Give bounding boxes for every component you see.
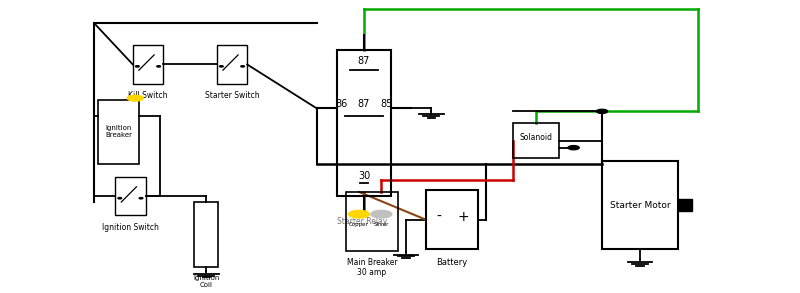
Text: Ignition
Coil: Ignition Coil [194, 275, 219, 288]
Bar [337, 50, 391, 196]
Text: Copper: Copper [349, 222, 369, 226]
Circle shape [219, 66, 223, 67]
Text: 86: 86 [335, 99, 347, 109]
Circle shape [568, 146, 579, 150]
Text: Silver: Silver [374, 222, 389, 226]
Text: Starter Switch: Starter Switch [205, 91, 259, 100]
Text: -: - [437, 210, 442, 224]
Bar [133, 45, 163, 84]
Circle shape [596, 109, 608, 113]
Text: 85: 85 [381, 99, 393, 109]
Text: 87: 87 [358, 56, 370, 66]
Circle shape [118, 197, 122, 199]
Circle shape [349, 210, 370, 218]
Bar [426, 190, 478, 249]
Text: Kill Switch: Kill Switch [128, 91, 168, 100]
Text: +: + [458, 210, 470, 224]
Bar [98, 100, 139, 164]
Text: Main Breaker: Main Breaker [346, 258, 398, 267]
Text: Starter Motor: Starter Motor [610, 201, 670, 209]
Text: Battery: Battery [436, 258, 468, 267]
Circle shape [371, 210, 392, 218]
Circle shape [157, 66, 161, 67]
Text: 30: 30 [358, 171, 370, 181]
Text: Starter Relay: Starter Relay [337, 217, 387, 226]
Circle shape [241, 66, 245, 67]
Text: Ignition Switch: Ignition Switch [102, 223, 159, 232]
Bar [513, 123, 559, 158]
Bar [678, 199, 692, 211]
Text: Ignition
Breaker: Ignition Breaker [105, 125, 132, 138]
Text: 30 amp: 30 amp [358, 268, 386, 277]
Bar [194, 202, 218, 267]
Circle shape [139, 197, 143, 199]
Circle shape [135, 66, 139, 67]
Bar [217, 45, 247, 84]
Bar [346, 192, 398, 251]
Text: 87: 87 [358, 99, 370, 109]
Bar [115, 177, 146, 215]
Bar [602, 161, 678, 249]
Text: Solanoid: Solanoid [519, 133, 553, 142]
Circle shape [127, 95, 143, 101]
